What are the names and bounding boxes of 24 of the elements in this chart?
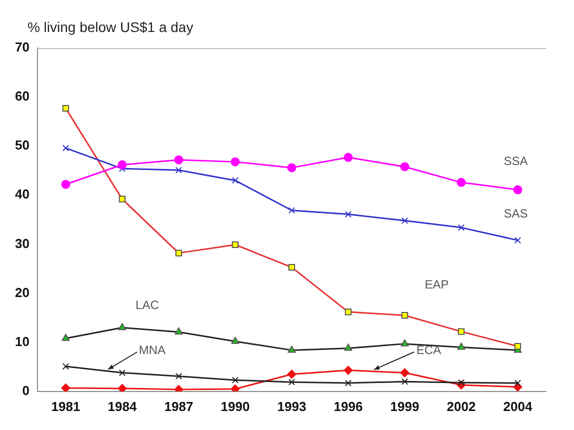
y-tick-label: 50 [14, 138, 30, 153]
x-tick-label: 1993 [277, 398, 306, 414]
y-tick-label: 0 [22, 382, 30, 398]
y-axis-title: % living below US$1 a day [27, 18, 194, 35]
series-label: MNA [138, 343, 166, 358]
x-tick-label: 1999 [390, 398, 420, 414]
x-tick-label: 1981 [51, 398, 80, 414]
y-tick-label: 70 [14, 40, 30, 55]
y-tick-label: 20 [14, 284, 30, 300]
series-label: SSA [504, 154, 528, 168]
x-tick-label: 1996 [334, 398, 363, 414]
series-label: SAS [504, 206, 528, 221]
x-tick-label: 1984 [108, 398, 138, 414]
y-tick-label: 40 [14, 186, 30, 202]
x-tick-label: 1987 [164, 398, 194, 414]
series-label: ECA [416, 343, 442, 358]
x-tick-label: 2002 [446, 398, 476, 414]
text: EAP [424, 278, 449, 292]
x-tick-label: 1990 [220, 398, 250, 414]
series-label: LAC [136, 298, 160, 312]
y-tick-label: 10 [14, 334, 30, 349]
x-tick-label: 2004 [503, 398, 533, 414]
y-tick-label: 30 [14, 236, 30, 251]
y-tick-label: 60 [14, 88, 30, 104]
